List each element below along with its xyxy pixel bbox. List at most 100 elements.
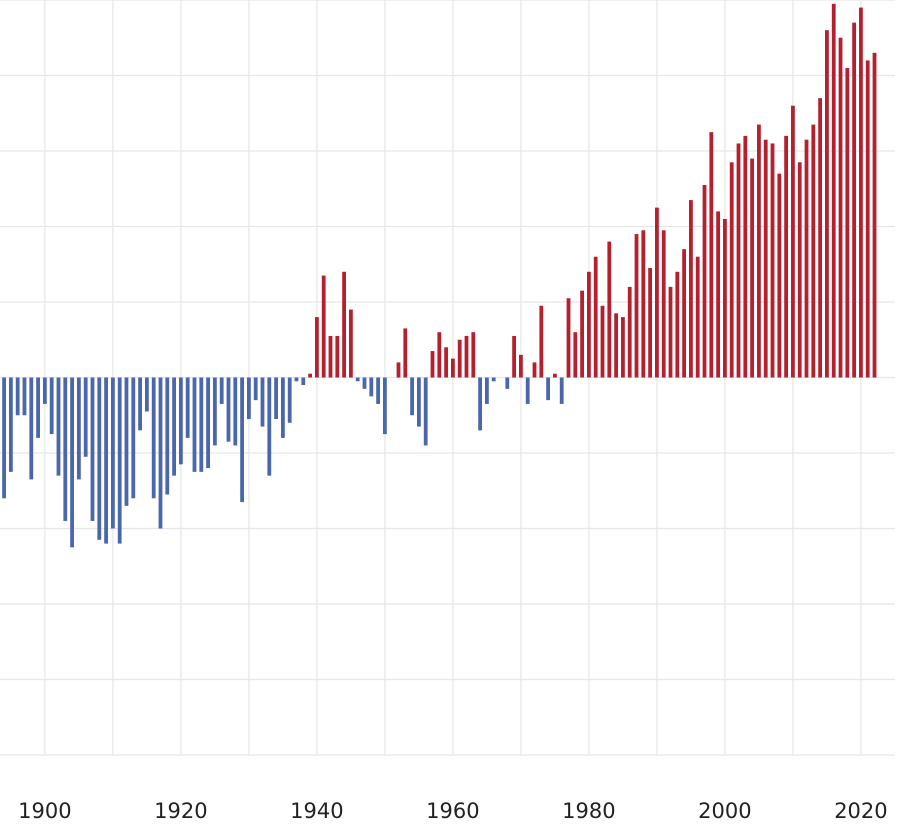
bar [580, 290, 585, 378]
bar [757, 124, 761, 378]
bar [723, 218, 727, 378]
bar [695, 256, 700, 378]
x-tick-label: 1980 [562, 799, 615, 823]
bar [29, 377, 34, 480]
bar [539, 305, 544, 378]
bar [702, 184, 707, 378]
bar [797, 162, 802, 378]
bar [566, 298, 571, 378]
bar [655, 207, 659, 378]
bar [736, 143, 741, 378]
bar [158, 377, 163, 529]
bar [845, 67, 850, 378]
bar [451, 358, 455, 378]
bar [627, 286, 632, 378]
bar [274, 377, 278, 420]
bar [314, 317, 319, 378]
bar [553, 373, 557, 378]
x-tick-label: 1960 [426, 799, 479, 823]
bar [240, 377, 244, 503]
bar [430, 351, 435, 378]
bar [485, 377, 489, 404]
bar [2, 377, 6, 499]
bar [661, 230, 666, 378]
bar [144, 377, 149, 412]
bar [573, 332, 578, 378]
bar [478, 377, 483, 431]
bar [743, 135, 748, 378]
bar [593, 256, 598, 378]
bar [131, 377, 136, 499]
bar [117, 377, 122, 544]
bar [607, 241, 612, 378]
bar [362, 377, 367, 389]
bar [124, 377, 129, 506]
bar [104, 377, 108, 544]
bar [246, 377, 251, 420]
bar [777, 173, 782, 378]
bar [648, 268, 653, 378]
bar [342, 271, 346, 378]
bar [512, 335, 517, 378]
bar [260, 377, 265, 427]
x-tick-label: 2000 [698, 799, 751, 823]
x-tick-label: 1900 [18, 799, 71, 823]
bar [206, 377, 210, 469]
bar [172, 377, 176, 476]
bar [791, 105, 795, 378]
bar [165, 377, 170, 495]
bar [444, 347, 448, 378]
x-tick-label: 1920 [154, 799, 207, 823]
bar [505, 377, 510, 389]
bar [689, 200, 693, 378]
bar [178, 377, 183, 465]
bar [192, 377, 197, 472]
bar [97, 377, 102, 540]
bar [226, 377, 231, 442]
bar [471, 332, 476, 378]
bar [668, 286, 673, 378]
bar [151, 377, 156, 499]
bar [634, 234, 639, 378]
bar [457, 339, 462, 378]
bar [212, 377, 217, 446]
bar [76, 377, 81, 480]
bar [382, 377, 387, 435]
bar [716, 211, 721, 378]
bar [614, 313, 619, 378]
bar [253, 377, 258, 401]
bar [621, 317, 625, 378]
bar [437, 332, 442, 378]
bar [376, 377, 380, 404]
bar [36, 377, 40, 438]
bar [308, 373, 312, 378]
bar [49, 377, 54, 435]
bar [138, 377, 142, 431]
bar [600, 305, 605, 378]
bar [811, 124, 816, 378]
bar [804, 139, 809, 378]
bar [770, 143, 775, 378]
bar [328, 335, 333, 378]
bar [369, 377, 374, 397]
bar [410, 377, 414, 416]
bar [587, 271, 591, 378]
bar [110, 377, 115, 529]
bar [519, 354, 523, 378]
bar [682, 249, 687, 378]
bar [63, 377, 68, 521]
bar [872, 52, 877, 378]
bar [267, 377, 272, 476]
bar [709, 132, 714, 378]
bar [825, 30, 829, 378]
bar [491, 377, 496, 382]
bar [416, 377, 421, 427]
bar [8, 377, 13, 472]
bar [15, 377, 20, 416]
bar [464, 335, 469, 378]
bar [750, 158, 755, 378]
bar [83, 377, 88, 457]
bar [831, 3, 836, 378]
bar [525, 377, 530, 404]
